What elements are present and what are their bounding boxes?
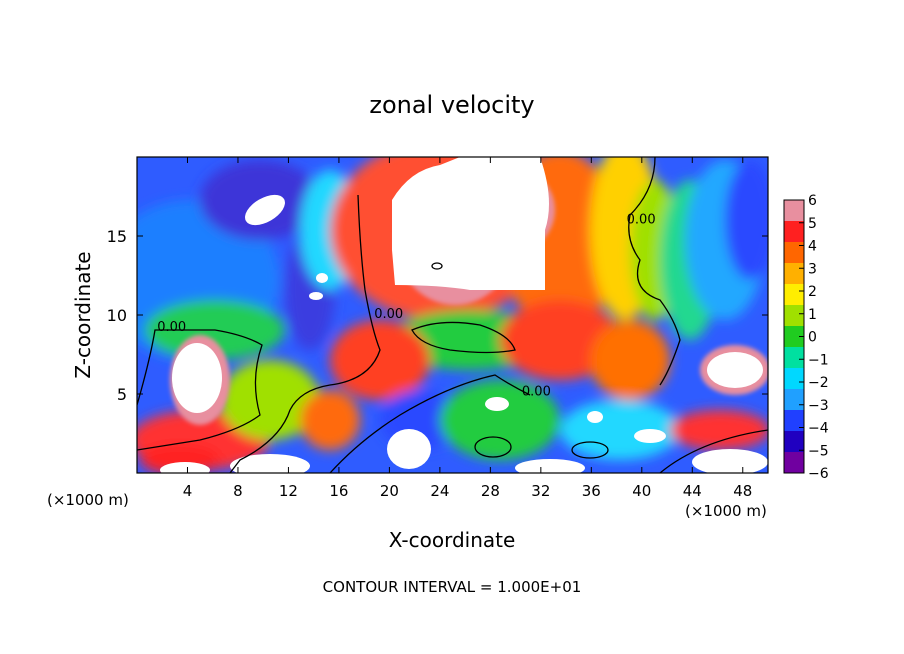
contour-line-right [628,157,681,386]
contour-line-mid [329,374,531,473]
colorbar-tick-label: 0 [808,330,817,346]
colorbar-swatch [784,221,804,243]
contour-island-2 [474,436,512,458]
contour-island-3 [571,441,609,459]
white-region-bottom-5 [160,462,210,473]
y-axis-title: Z-coordinate [71,251,95,378]
white-region-bottom-1 [387,429,431,469]
x-tick-label: 20 [380,482,399,500]
contour-label: 0.00 [627,212,656,227]
x-tick-label: 4 [183,482,193,500]
y-axis-ticks: 5 10 15 [107,227,768,404]
white-region-bottom-8 [692,449,768,473]
white-region-upper-left [245,194,285,226]
plot-area: 0.00 0.00 0.00 0.00 [137,157,768,473]
contour-labels: 0.00 0.00 0.00 0.00 [157,212,655,399]
contour-label: 0.00 [374,307,403,322]
x-tick-label: 40 [632,482,651,500]
colorbar-swatch [784,431,804,453]
colorbar-tick-label: −6 [808,466,829,482]
colorbar-tick-label: −4 [808,421,829,437]
chart-title: zonal velocity [369,91,534,119]
white-region-small-1 [316,273,328,283]
x-tick-label: 44 [683,482,702,500]
y-tick-label: 10 [107,306,127,325]
white-region-bottom-2 [485,397,509,411]
white-region-left [172,343,222,413]
x-tick-label: 16 [329,482,348,500]
y-tick-label: 15 [107,227,127,246]
colorbar-tick-label: 3 [808,261,817,277]
colorbar-tick-label: 5 [808,216,817,232]
colorbar-tick-label: −5 [808,443,829,459]
y-tick-label: 5 [117,385,127,404]
x-tick-label: 48 [733,482,752,500]
contour-line-left [137,329,263,451]
colorbar-swatch [784,410,804,432]
colorbar-tick-label: 4 [808,239,817,255]
colorbar-swatch [784,305,804,327]
x-axis-unit-right: (×1000 m) [685,502,767,520]
colorbar: 6 5 4 3 2 1 0 −1 −2 −3 −4 −5 −6 [783,193,829,482]
x-tick-label: 12 [279,482,298,500]
colorbar-swatch [784,284,804,306]
x-axis-title: X-coordinate [389,528,516,552]
colorbar-tick-label: −3 [808,398,829,414]
x-tick-label: 8 [233,482,243,500]
white-region-jet [392,157,549,290]
white-region-bottom-7 [515,459,585,473]
colorbar-tick-label: 1 [808,307,817,323]
colorbar-tick-label: 2 [808,284,817,300]
contour-island [411,321,516,354]
contour-island-4 [431,262,443,270]
x-tick-label: 28 [481,482,500,500]
white-region-small-2 [309,292,323,300]
colorbar-swatch [784,200,804,222]
contour-line-bottom [659,429,768,473]
colorbar-swatch [784,263,804,285]
colorbar-swatch [784,242,804,264]
x-axis-ticks: 4 8 12 16 20 24 28 32 36 40 44 48 [183,157,752,500]
x-axis-unit-left: (×1000 m) [47,491,129,509]
white-region-bottom-6 [230,454,310,473]
colorbar-tick-label: −1 [808,352,829,368]
contour-label: 0.00 [522,385,551,400]
colorbar-tick-label: −2 [808,375,829,391]
white-region-right [707,352,763,388]
contour-label: 0.00 [157,320,186,335]
white-regions [160,157,768,473]
contour-interval-note: CONTOUR INTERVAL = 1.000E+01 [323,578,582,596]
colorbar-swatch [784,452,804,474]
colorbar-swatch [784,368,804,390]
x-tick-label: 24 [430,482,449,500]
colorbar-swatch [784,347,804,369]
colorbar-swatch [784,389,804,411]
x-tick-label: 36 [582,482,601,500]
x-tick-label: 32 [531,482,550,500]
colorbar-swatch [784,326,804,348]
white-region-bottom-3 [587,411,603,423]
white-region-bottom-4 [634,429,666,443]
colorbar-tick-label: 6 [808,193,817,209]
zero-contours [137,157,768,473]
contour-line-center [229,194,381,473]
